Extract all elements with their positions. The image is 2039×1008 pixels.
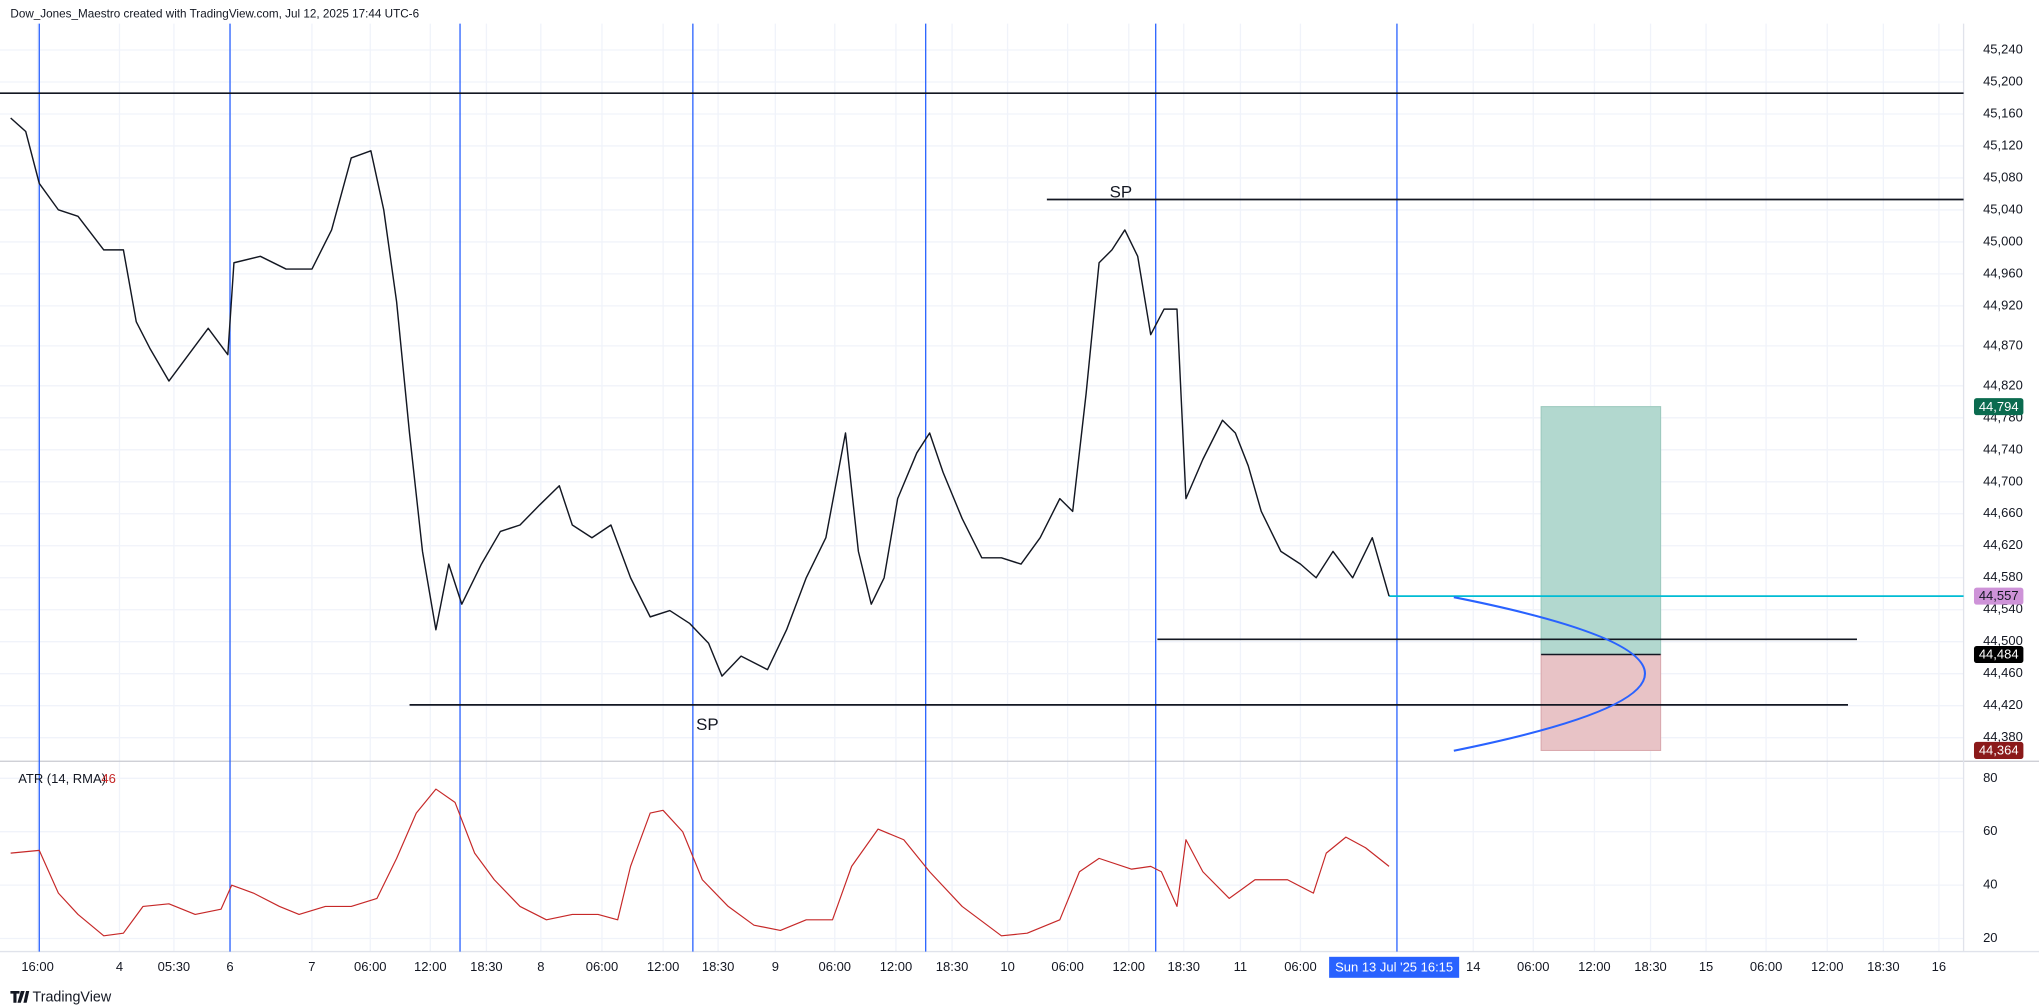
- price-tag-label: 44,794: [1979, 399, 2019, 414]
- price-tag: [1973, 645, 2024, 664]
- annotation: SP: [696, 715, 719, 734]
- loss-zone: [1540, 653, 1662, 751]
- y-tick-label: 44,580: [1983, 569, 2023, 584]
- x-tick-label: 8: [537, 959, 544, 974]
- x-tick-label: 14: [1466, 959, 1480, 974]
- projection-curve: [1453, 596, 1647, 752]
- y-tick-label: 45,120: [1983, 137, 2023, 152]
- y-tick-label: 45,200: [1983, 73, 2023, 88]
- y-tick-label: 44,380: [1983, 729, 2023, 744]
- x-tick-label: 16:00: [21, 959, 54, 974]
- x-tick-label: 06:00: [586, 959, 619, 974]
- x-tick-label: 06:00: [354, 959, 387, 974]
- x-tick-label: 05:30: [158, 959, 191, 974]
- price-tag: [1973, 741, 2024, 759]
- x-tick-label: 15: [1699, 959, 1713, 974]
- x-tick-label: 18:30: [936, 959, 969, 974]
- y-tick-label: 45,040: [1983, 201, 2023, 216]
- y-tick-label: 45,240: [1983, 41, 2023, 56]
- footer: TradingView: [33, 989, 112, 1005]
- crosshair-label: Sun 13 Jul '25 16:15: [1335, 959, 1453, 974]
- labels-layer: 45,240 45,200 45,160 45,120 45,080 45,040 45,0…: [21, 41, 2024, 978]
- x-tick-label: 10: [1000, 959, 1014, 974]
- x-tick-label: 16: [1932, 959, 1946, 974]
- header: Dow_Jones_Maestro created with TradingVi…: [10, 8, 419, 21]
- x-tick-label: 12:00: [647, 959, 680, 974]
- y-tick-label: 60: [1983, 823, 1997, 838]
- y-tick-label: 44,740: [1983, 441, 2023, 456]
- x-tick-label: 06:00: [1051, 959, 1084, 974]
- footer-logo: [10, 990, 30, 1003]
- atr-title: ATR (14, RMA): [18, 771, 106, 786]
- y-tick-label: 44,460: [1983, 665, 2023, 680]
- y-tick-label: 44,820: [1983, 377, 2023, 392]
- y-tick-label: 20: [1983, 930, 1997, 945]
- y-tick-label: 45,160: [1983, 105, 2023, 120]
- profit-zone: [1540, 406, 1662, 656]
- x-tick-label: 12:00: [880, 959, 913, 974]
- x-tick-label: 12:00: [1113, 959, 1146, 974]
- y-tick-label: 40: [1983, 877, 1997, 892]
- y-tick-label: 44,620: [1983, 537, 2023, 552]
- y-tick-label: 45,000: [1983, 233, 2023, 248]
- y-tick-label: 44,420: [1983, 697, 2023, 712]
- price-tag: [1973, 587, 2024, 605]
- y-tick-label: 44,960: [1983, 265, 2023, 280]
- x-tick-label: 18:30: [702, 959, 735, 974]
- y-tick-label: 44,920: [1983, 297, 2023, 312]
- y-tick-label: 44,870: [1983, 337, 2023, 352]
- x-tick-label: 11: [1234, 959, 1247, 974]
- x-tick-label: 7: [308, 959, 315, 974]
- y-tick-label: 80: [1983, 770, 1997, 785]
- x-tick-label: 18:30: [1168, 959, 1201, 974]
- y-tick-label: 45,080: [1983, 169, 2023, 184]
- price-line: [10, 117, 1390, 677]
- x-tick-label: 6: [226, 959, 233, 974]
- y-tick-label: 44,500: [1983, 633, 2023, 648]
- price-tag: [1973, 398, 2024, 416]
- x-tick-label: 4: [116, 959, 123, 974]
- price-tag-label: 44,364: [1979, 743, 2019, 758]
- x-tick-label: 18:30: [1634, 959, 1667, 974]
- x-tick-label: 18:30: [470, 959, 503, 974]
- price-tag-label: 44,484: [1979, 647, 2019, 662]
- marks-layer: [0, 23, 1964, 952]
- x-tick-label: 06:00: [819, 959, 852, 974]
- y-tick-label: 44,700: [1983, 473, 2023, 488]
- x-tick-label: 12:00: [414, 959, 447, 974]
- annotation: SP: [1110, 183, 1133, 202]
- x-tick-label: 18:30: [1867, 959, 1900, 974]
- y-tick-label: 44,540: [1983, 601, 2023, 616]
- atr-line: [10, 788, 1390, 937]
- x-tick-label: 9: [772, 959, 779, 974]
- x-tick-label: 06:00: [1284, 959, 1317, 974]
- x-tick-label: 12:00: [1578, 959, 1611, 974]
- atr-value: 46: [101, 771, 115, 786]
- crosshair-label-bg: [1329, 956, 1460, 978]
- x-tick-label: 06:00: [1750, 959, 1783, 974]
- price-tag-label: 44,557: [1979, 588, 2019, 603]
- x-tick-label: 12:00: [1811, 959, 1844, 974]
- x-tick-label: 06:00: [1517, 959, 1550, 974]
- y-tick-label: 44,660: [1983, 505, 2023, 520]
